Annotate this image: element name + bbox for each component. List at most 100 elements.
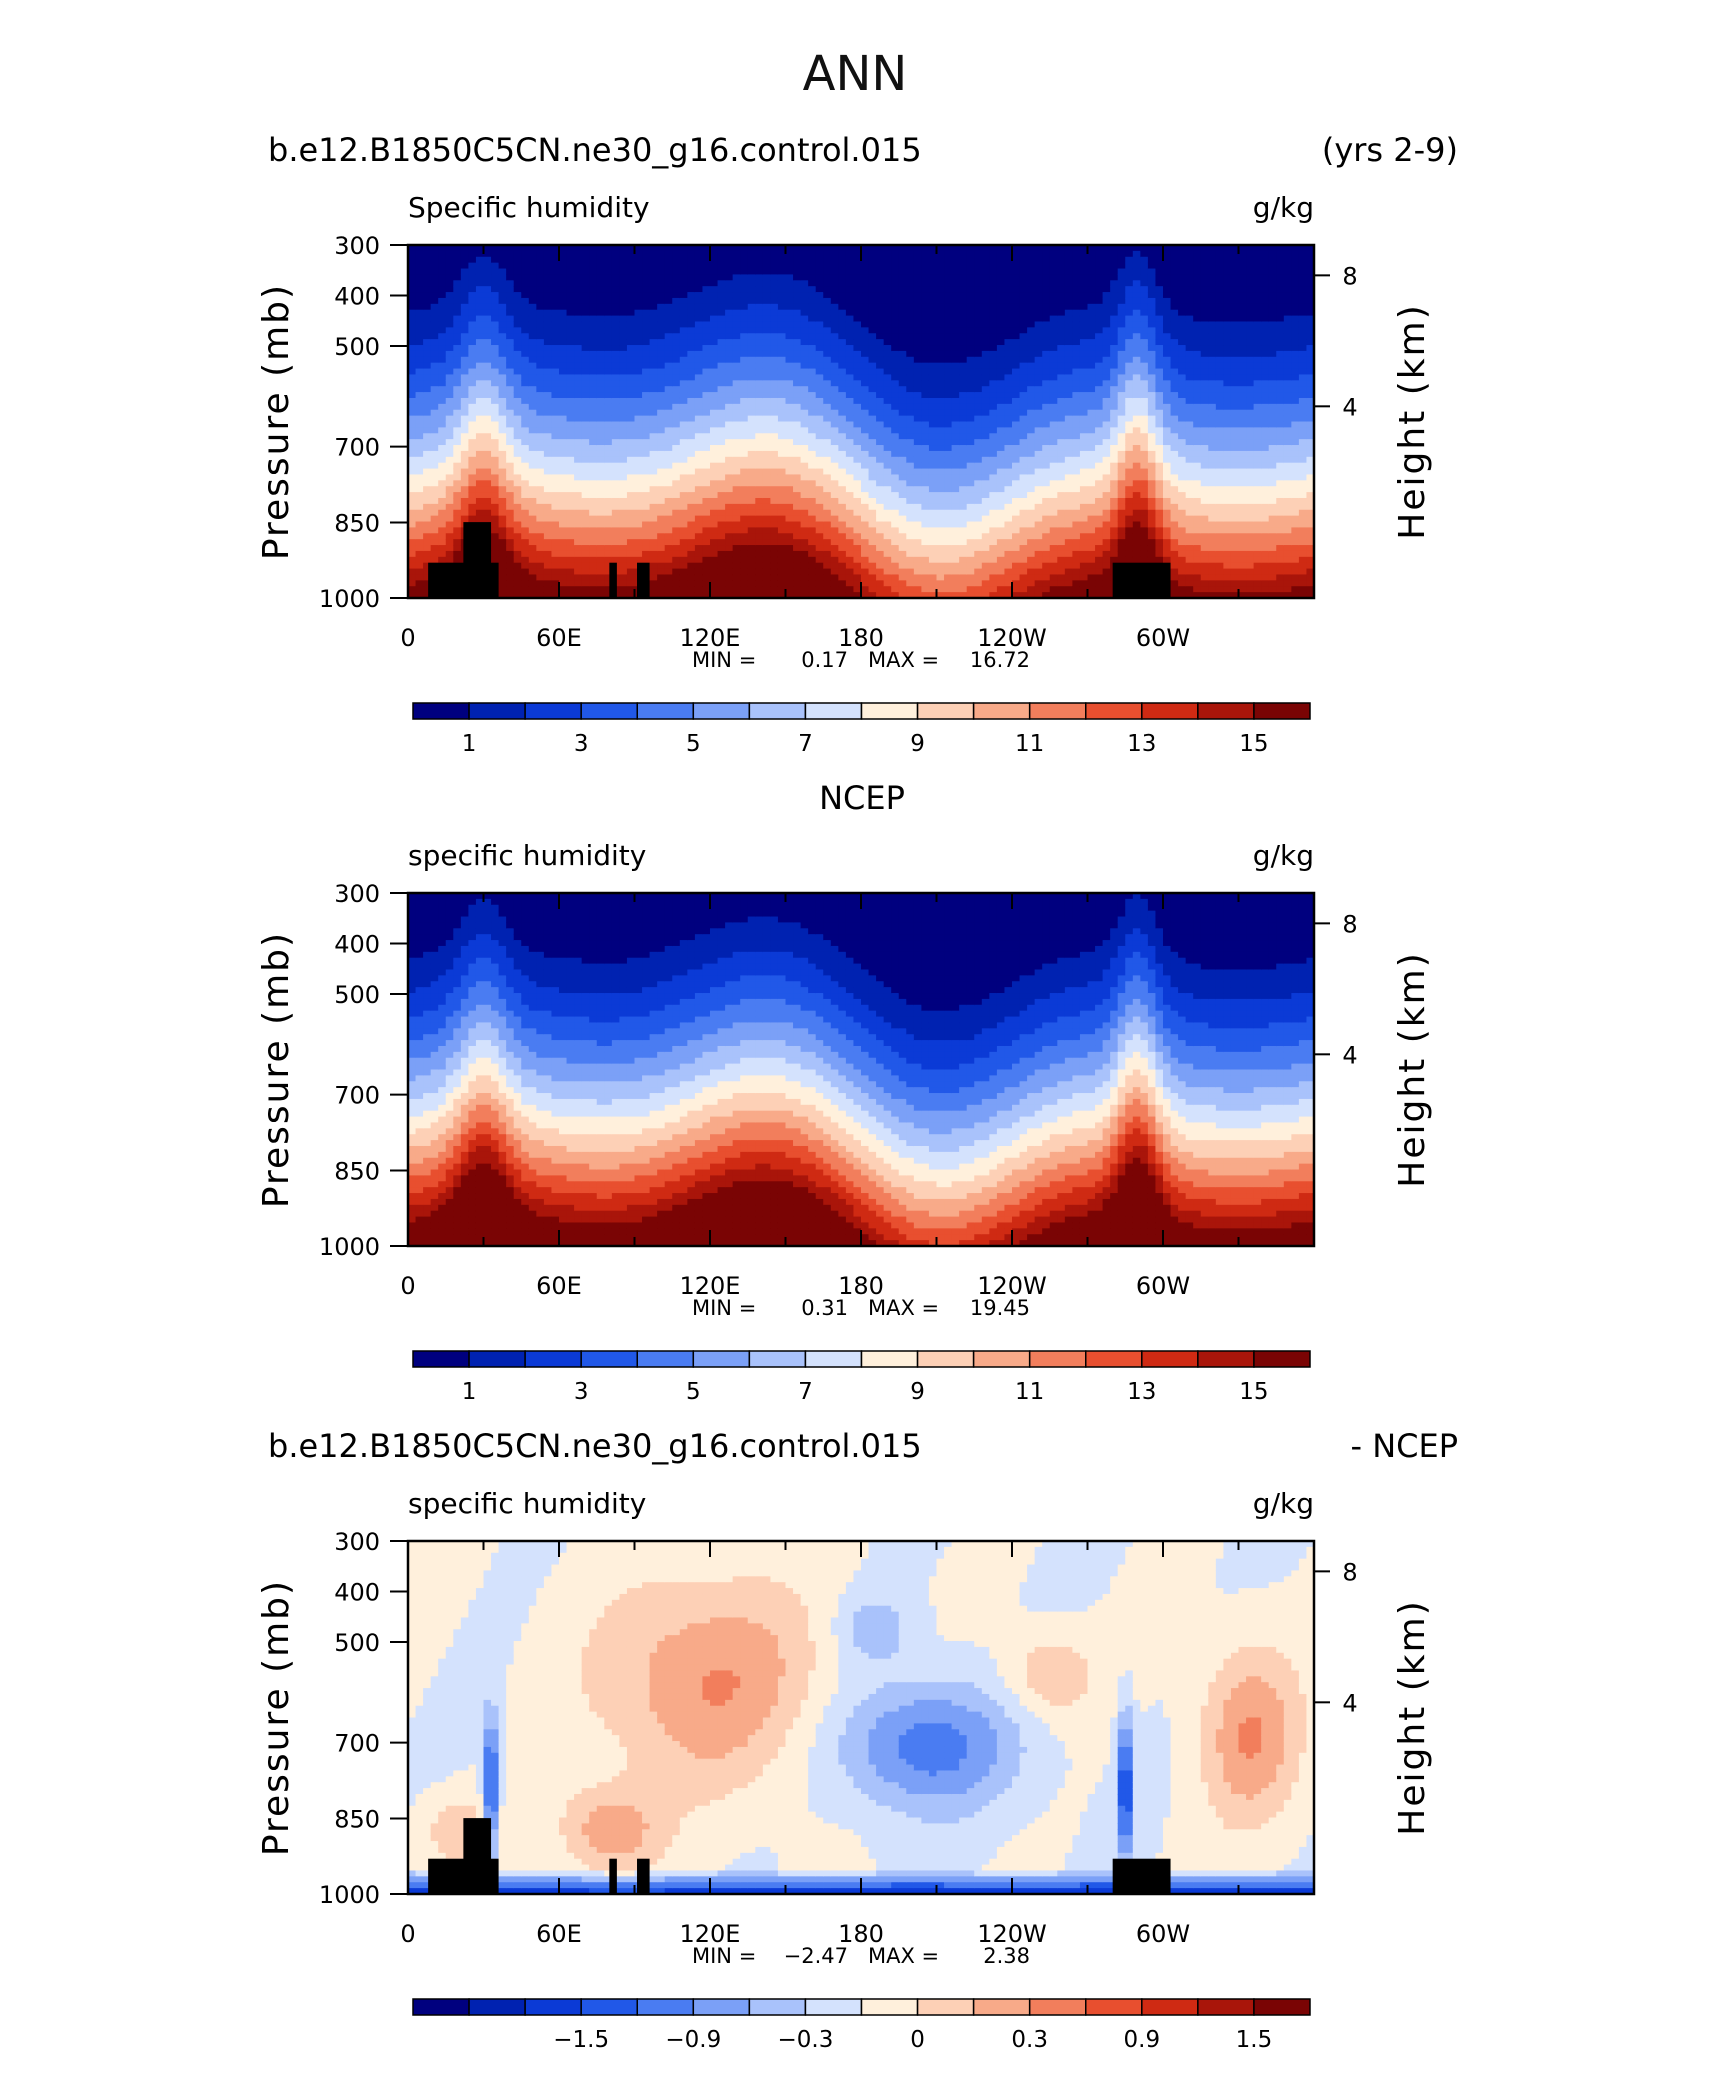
topography-block bbox=[637, 1858, 650, 1894]
y-right-tick-label: 4 bbox=[1342, 1041, 1357, 1069]
colorbar-tick-label: 13 bbox=[1127, 1379, 1156, 1405]
colorbar-swatch bbox=[972, 1998, 1031, 2016]
colorbar-tick-label: 1.5 bbox=[1236, 2027, 1273, 2053]
stat-max-value: 2.38 bbox=[983, 1944, 1030, 1968]
colorbar-swatch bbox=[1141, 702, 1199, 720]
stat-min-value: 0.17 bbox=[801, 648, 848, 672]
stat-min-value: 0.31 bbox=[801, 1296, 848, 1320]
colorbar-swatch bbox=[1253, 1350, 1311, 1368]
stat-max-value: 19.45 bbox=[970, 1296, 1030, 1320]
x-tick-label: 120E bbox=[680, 624, 741, 652]
stat-max-value: 16.72 bbox=[970, 648, 1030, 672]
y-tick-label: 500 bbox=[334, 333, 380, 361]
contour-field bbox=[408, 1541, 1315, 1895]
panel-title-left: b.e12.B1850C5CN.ne30_g16.control.015 bbox=[268, 131, 922, 169]
y-right-tick-label: 8 bbox=[1342, 910, 1357, 938]
colorbar-swatch bbox=[748, 1350, 807, 1368]
stat-max-label: MAX = bbox=[868, 1296, 939, 1320]
y-tick-label: 400 bbox=[334, 282, 380, 310]
colorbar-swatch bbox=[860, 702, 919, 720]
contour-field bbox=[408, 245, 1315, 599]
colorbar-swatch bbox=[860, 1998, 919, 2016]
land-mask bbox=[428, 522, 1171, 598]
x-tick-label: 60E bbox=[536, 1272, 582, 1300]
y-right-tick-label: 4 bbox=[1342, 393, 1357, 421]
x-tick-label: 0 bbox=[400, 624, 415, 652]
colorbar-tick-label: 0.3 bbox=[1011, 2027, 1048, 2053]
colorbar-swatch bbox=[916, 702, 975, 720]
colorbar-tick-label: −1.5 bbox=[553, 2027, 609, 2053]
panel-title-left: b.e12.B1850C5CN.ne30_g16.control.015 bbox=[268, 1427, 922, 1465]
topography-block bbox=[463, 522, 492, 598]
colorbar-swatch bbox=[692, 1998, 751, 2016]
y-axis-label: Pressure (mb) bbox=[256, 1579, 297, 1856]
colorbar-tick-label: 7 bbox=[798, 731, 813, 757]
contour-field bbox=[408, 893, 1315, 1247]
colorbar-swatch bbox=[804, 1350, 863, 1368]
topography-block bbox=[609, 562, 617, 598]
y-axis-label-right: Height (km) bbox=[1392, 303, 1433, 539]
colorbar: −1.5 −0.9 −0.3 0 0.3 0.9 1.5 bbox=[412, 1998, 1311, 2053]
colorbar-swatch bbox=[580, 1998, 638, 2016]
y-axis-label-right: Height (km) bbox=[1392, 951, 1433, 1187]
colorbar-tick-label: 1 bbox=[462, 731, 477, 757]
y-tick-label: 400 bbox=[334, 930, 380, 958]
colorbar-swatch bbox=[692, 702, 751, 720]
topography-block bbox=[637, 562, 650, 598]
stat-min-value: −2.47 bbox=[784, 1944, 848, 1968]
colorbar-swatch bbox=[1197, 1350, 1255, 1368]
x-ticks bbox=[407, 893, 1315, 1246]
x-tick-label: 120W bbox=[977, 1272, 1047, 1300]
variable-label: Specific humidity bbox=[408, 191, 650, 224]
y-tick-label: 300 bbox=[334, 232, 380, 260]
colorbar-swatch bbox=[1197, 702, 1255, 720]
colorbar-swatch bbox=[1085, 1998, 1143, 2016]
x-tick-label: 180 bbox=[838, 624, 884, 652]
units-label: g/kg bbox=[1253, 839, 1314, 872]
y-tick-label: 700 bbox=[334, 434, 380, 462]
stat-max-label: MAX = bbox=[868, 648, 939, 672]
y-axis-label: Pressure (mb) bbox=[256, 283, 297, 560]
colorbar-swatch bbox=[580, 702, 638, 720]
colorbar-swatch bbox=[412, 1998, 470, 2016]
x-tick-label: 180 bbox=[838, 1272, 884, 1300]
variable-label: specific humidity bbox=[408, 1487, 646, 1520]
variable-label: specific humidity bbox=[408, 839, 646, 872]
colorbar-swatch bbox=[804, 702, 863, 720]
panel-title-right: - NCEP bbox=[1350, 1427, 1458, 1465]
colorbar-swatch bbox=[524, 1998, 582, 2016]
stat-max-label: MAX = bbox=[868, 1944, 939, 1968]
colorbar-swatch bbox=[468, 1998, 526, 2016]
y-tick-label: 500 bbox=[334, 1629, 380, 1657]
panel-title-center: NCEP bbox=[819, 779, 905, 817]
chart-panel-3: b.e12.B1850C5CN.ne30_g16.control.015 - NC… bbox=[256, 1427, 1458, 2053]
x-tick-label: 60W bbox=[1136, 1272, 1190, 1300]
colorbar-tick-label: 7 bbox=[798, 1379, 813, 1405]
colorbar-swatch bbox=[636, 1998, 695, 2016]
y-right-tick-label: 8 bbox=[1342, 262, 1357, 290]
y-tick-label: 850 bbox=[334, 509, 380, 537]
topography-block bbox=[463, 1818, 492, 1894]
y-tick-label: 400 bbox=[334, 1578, 380, 1606]
colorbar-swatch bbox=[412, 702, 470, 720]
colorbar-swatch bbox=[1028, 1998, 1087, 2016]
y-right-tick-label: 8 bbox=[1342, 1558, 1357, 1586]
colorbar-swatch bbox=[860, 1350, 919, 1368]
colorbar-swatch bbox=[580, 1350, 638, 1368]
colorbar-swatch bbox=[916, 1998, 975, 2016]
y-axis-label: Pressure (mb) bbox=[256, 931, 297, 1208]
colorbar-swatch bbox=[1028, 702, 1087, 720]
colorbar-swatch bbox=[636, 1350, 695, 1368]
y-tick-label: 500 bbox=[334, 981, 380, 1009]
colorbar-tick-label: −0.9 bbox=[665, 2027, 721, 2053]
x-tick-label: 120E bbox=[680, 1920, 741, 1948]
colorbar-swatch bbox=[524, 702, 582, 720]
colorbar: 1 3 5 7 9 11 13 15 bbox=[412, 702, 1311, 757]
x-tick-label: 180 bbox=[838, 1920, 884, 1948]
colorbar-swatch bbox=[748, 702, 807, 720]
colorbar-tick-label: 1 bbox=[462, 1379, 477, 1405]
y-tick-label: 1000 bbox=[319, 1233, 380, 1261]
colorbar-swatch bbox=[748, 1998, 807, 2016]
x-tick-label: 60E bbox=[536, 1920, 582, 1948]
